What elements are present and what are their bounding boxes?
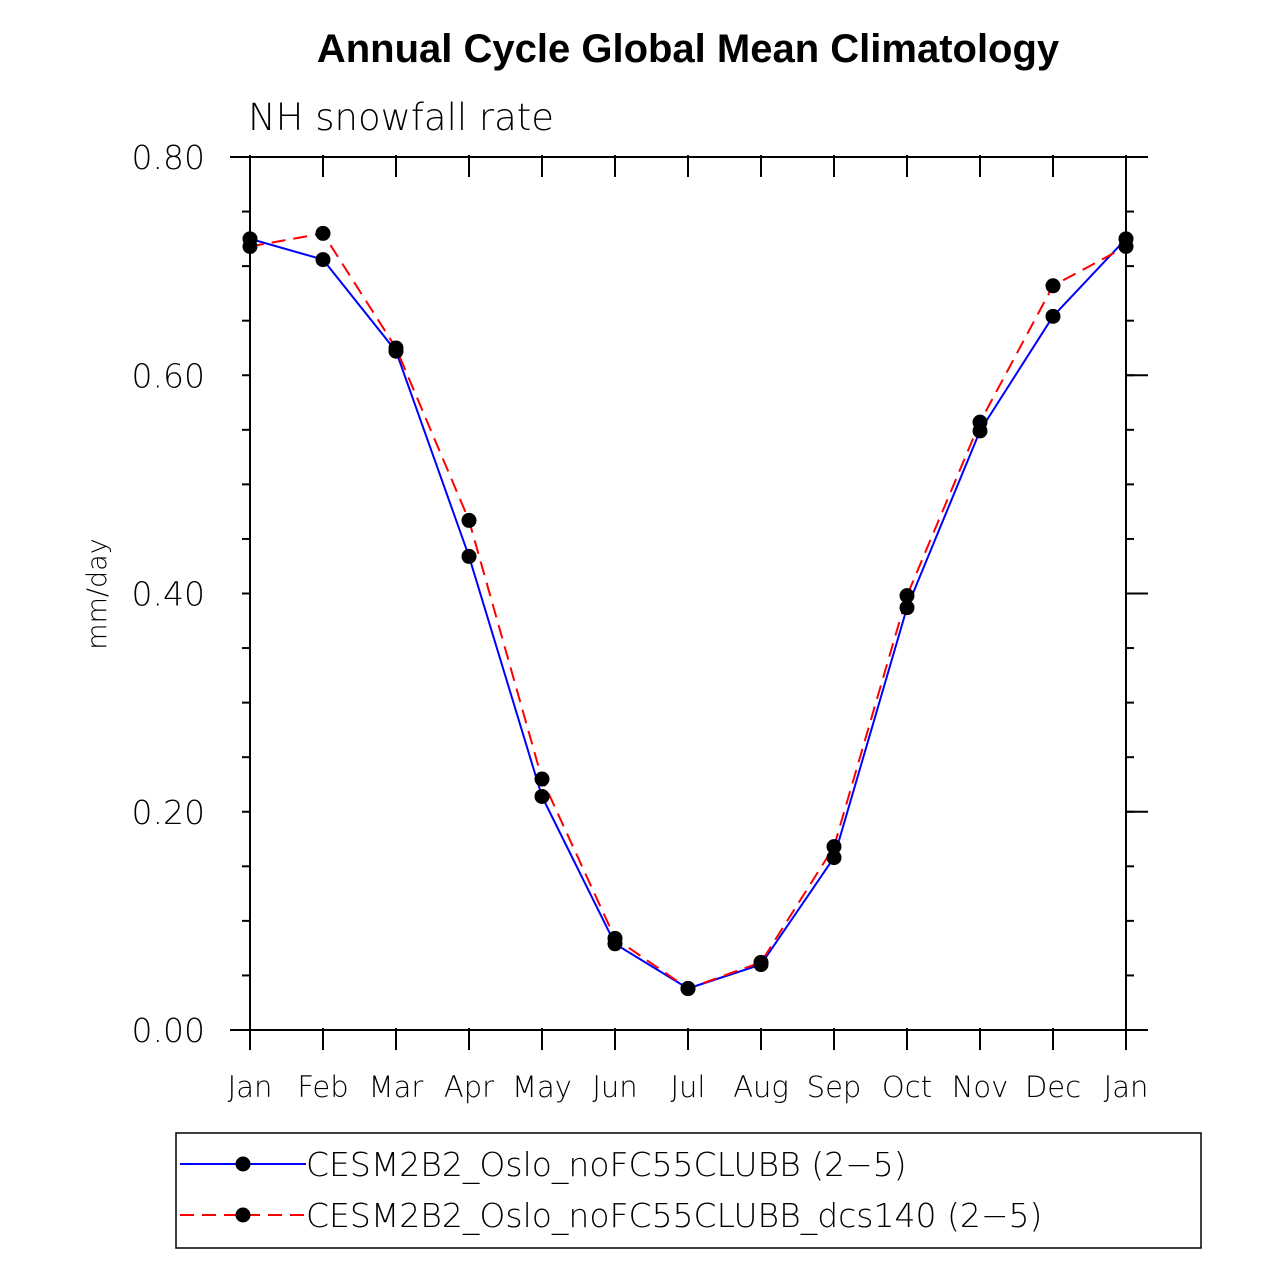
- y-axis-label: mm/day: [82, 538, 113, 649]
- series-layer: [242, 225, 1134, 997]
- series-2-point: [753, 954, 769, 970]
- legend: CESM2B2_Oslo_noFC55CLUBB (2−5) CESM2B2_O…: [175, 1132, 1202, 1249]
- x-tick-label: Jan: [1104, 1070, 1149, 1104]
- series-2-point: [315, 225, 331, 241]
- x-tick-label: Mar: [369, 1070, 424, 1104]
- y-tick-label: 0.20: [132, 793, 205, 832]
- x-tick-label: Feb: [297, 1070, 348, 1104]
- x-tick-label: Nov: [952, 1070, 1009, 1104]
- x-tick-label: Jan: [228, 1070, 273, 1104]
- series-1-point: [315, 252, 331, 268]
- x-tick-label: Aug: [733, 1070, 789, 1104]
- series-2-point: [461, 512, 477, 528]
- x-tick-label: Sep: [807, 1070, 862, 1104]
- y-tick-label: 0.60: [132, 356, 205, 395]
- series-2-line: [249, 232, 1127, 990]
- series-2-point: [1045, 278, 1061, 294]
- series-2-point: [242, 238, 258, 254]
- series-1-point: [1045, 308, 1061, 324]
- x-tick-label: Apr: [444, 1070, 494, 1104]
- series-2-point: [972, 414, 988, 430]
- x-tick-label: Oct: [882, 1070, 932, 1104]
- series-1-line: [249, 237, 1127, 990]
- series-2-point: [680, 981, 696, 997]
- x-tick-label: Jul: [671, 1070, 706, 1104]
- series-1-point: [534, 788, 550, 804]
- legend-label-series-1: CESM2B2_Oslo_noFC55CLUBB (2−5): [306, 1145, 907, 1185]
- plot-axes: 0.00 0.20 0.40 0.60 0.80 Jan Feb Mar Apr May Jun Ju…: [132, 138, 1149, 1104]
- series-2-point: [826, 839, 842, 855]
- x-tick-label: Dec: [1025, 1070, 1081, 1104]
- series-2-point: [534, 771, 550, 787]
- legend-marker-series-1: [235, 1156, 251, 1172]
- x-tick-label: May: [512, 1070, 572, 1104]
- legend-label-series-2: CESM2B2_Oslo_noFC55CLUBB_dcs140 (2−5): [306, 1196, 1042, 1236]
- series-2-point: [607, 930, 623, 946]
- y-tick-label: 0.80: [132, 138, 205, 177]
- y-tick-label: 0.40: [132, 575, 205, 614]
- y-tick-label: 0.00: [132, 1011, 205, 1050]
- series-1-point: [899, 600, 915, 616]
- series-2-point: [1118, 238, 1134, 254]
- chart-subtitle: NH snowfall rate: [248, 96, 554, 139]
- legend-box: [175, 1132, 1202, 1249]
- x-tick-label: Jun: [592, 1070, 637, 1104]
- series-2-point: [899, 588, 915, 604]
- series-2-point: [388, 340, 404, 356]
- series-1-point: [461, 548, 477, 564]
- chart-title: Annual Cycle Global Mean Climatology: [317, 27, 1060, 71]
- series-1-point: [826, 850, 842, 866]
- legend-marker-series-2: [235, 1207, 251, 1223]
